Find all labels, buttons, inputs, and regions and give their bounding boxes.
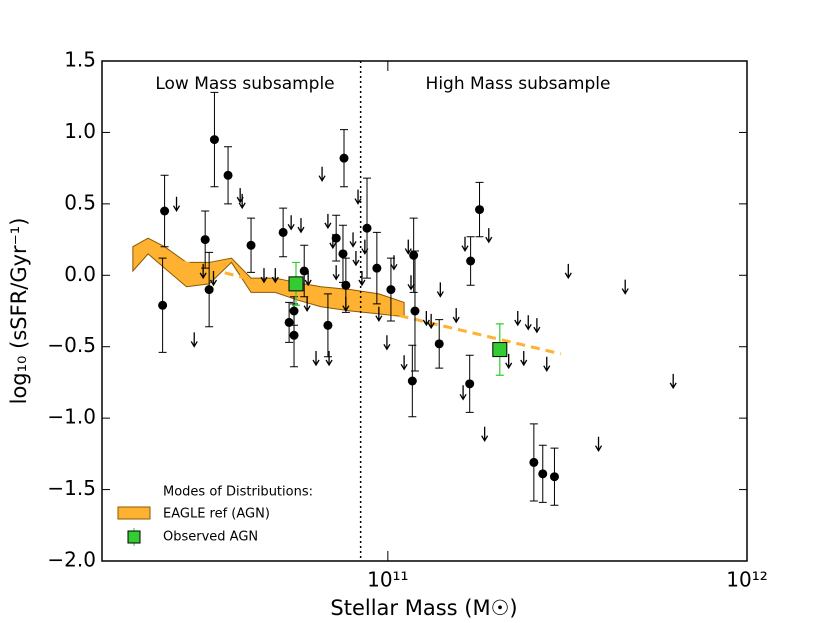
y-tick-label: 0.5 xyxy=(64,190,96,214)
detection-point xyxy=(386,285,396,295)
detection-point xyxy=(466,256,476,266)
upper-limit xyxy=(452,308,460,324)
upper-limit xyxy=(238,193,246,210)
detection-point xyxy=(407,376,417,386)
upper-limit xyxy=(312,351,320,367)
upper-limit xyxy=(354,189,362,205)
detection-point xyxy=(331,233,341,243)
y-tick-label: −1.5 xyxy=(47,476,96,500)
upper-limit xyxy=(325,351,333,367)
y-tick-label: 1.0 xyxy=(64,119,96,143)
upper-limit xyxy=(199,263,207,280)
upper-limit xyxy=(481,426,489,442)
detection-point xyxy=(223,170,233,180)
upper-limit xyxy=(352,251,360,267)
annotation: High Mass subsample xyxy=(426,74,611,94)
detection-point xyxy=(529,457,539,467)
y-tick-label: −2.0 xyxy=(47,548,96,572)
upper-limit xyxy=(349,232,357,248)
trend-line xyxy=(166,256,562,356)
upper-limit xyxy=(514,311,522,327)
detection-point xyxy=(160,206,170,216)
upper-limit xyxy=(332,265,340,281)
upper-limit xyxy=(400,355,408,371)
upper-limit xyxy=(390,255,398,271)
legend-title: Modes of Distributions: xyxy=(163,485,313,500)
x-axis-label: Stellar Mass (M☉) xyxy=(330,596,517,620)
upper-limit xyxy=(172,196,181,212)
upper-limit xyxy=(594,436,603,452)
upper-limit xyxy=(271,268,279,284)
upper-limit xyxy=(543,356,551,372)
upper-limit xyxy=(505,353,513,370)
detection-point xyxy=(538,469,548,479)
upper-limit xyxy=(324,213,332,230)
upper-limit xyxy=(422,311,430,327)
detection-point xyxy=(338,249,348,259)
upper-limit xyxy=(485,228,493,244)
upper-limit xyxy=(524,315,532,331)
y-tick-label: 0.0 xyxy=(64,262,96,286)
plot-frame xyxy=(101,60,748,562)
upper-limit xyxy=(461,236,469,252)
detection-point xyxy=(209,135,219,145)
detection-point xyxy=(158,300,168,310)
upper-limit xyxy=(407,275,415,291)
upper-limit xyxy=(304,271,312,287)
upper-limit xyxy=(427,313,435,330)
legend-label: Observed AGN xyxy=(163,530,258,545)
detection-point xyxy=(434,339,444,349)
detection-point xyxy=(341,280,351,290)
detection-point xyxy=(200,235,210,245)
detection-point xyxy=(372,263,382,273)
upper-limit xyxy=(260,268,268,284)
upper-limit xyxy=(303,296,311,312)
observed-point xyxy=(492,342,508,358)
legend-swatch xyxy=(117,506,151,520)
upper-limit xyxy=(621,279,629,295)
detection-point xyxy=(284,317,294,327)
observed-point xyxy=(288,276,304,292)
detection-point xyxy=(289,330,299,340)
detection-point xyxy=(409,250,419,260)
detection-point xyxy=(204,285,214,295)
upper-limit xyxy=(436,282,444,298)
upper-limit xyxy=(404,239,412,255)
upper-limit xyxy=(375,306,383,322)
legend-swatch xyxy=(127,530,141,544)
upper-limit xyxy=(287,215,295,231)
upper-limit xyxy=(533,318,541,334)
detection-point xyxy=(299,266,309,276)
detection-point xyxy=(475,205,485,215)
y-axis-label: log₁₀ (sSFR/Gyr⁻¹) xyxy=(7,218,31,405)
upper-limit xyxy=(669,373,677,390)
upper-limit xyxy=(358,271,366,287)
detection-point xyxy=(549,472,559,482)
detection-point xyxy=(362,223,372,233)
detection-point xyxy=(323,320,333,330)
upper-limit xyxy=(318,166,326,182)
upper-limit xyxy=(190,332,198,348)
upper-limit xyxy=(564,263,572,280)
detection-point xyxy=(465,379,475,389)
detection-point xyxy=(278,227,288,237)
y-tick-label: −0.5 xyxy=(47,333,96,357)
x-tick-label: 10¹¹ xyxy=(367,568,408,592)
upper-limit xyxy=(520,351,528,367)
upper-limit xyxy=(459,385,467,401)
upper-limit xyxy=(383,335,391,351)
detection-point xyxy=(339,153,349,163)
annotation: Low Mass subsample xyxy=(155,74,334,94)
upper-limit xyxy=(297,218,305,234)
y-tick-label: 1.5 xyxy=(64,48,96,72)
legend-label: EAGLE ref (AGN) xyxy=(163,507,270,522)
upper-limit xyxy=(209,271,218,287)
y-tick-label: −1.0 xyxy=(47,405,96,429)
detection-point xyxy=(246,240,256,250)
detection-point xyxy=(410,306,420,316)
x-tick-label: 10¹² xyxy=(726,568,767,592)
